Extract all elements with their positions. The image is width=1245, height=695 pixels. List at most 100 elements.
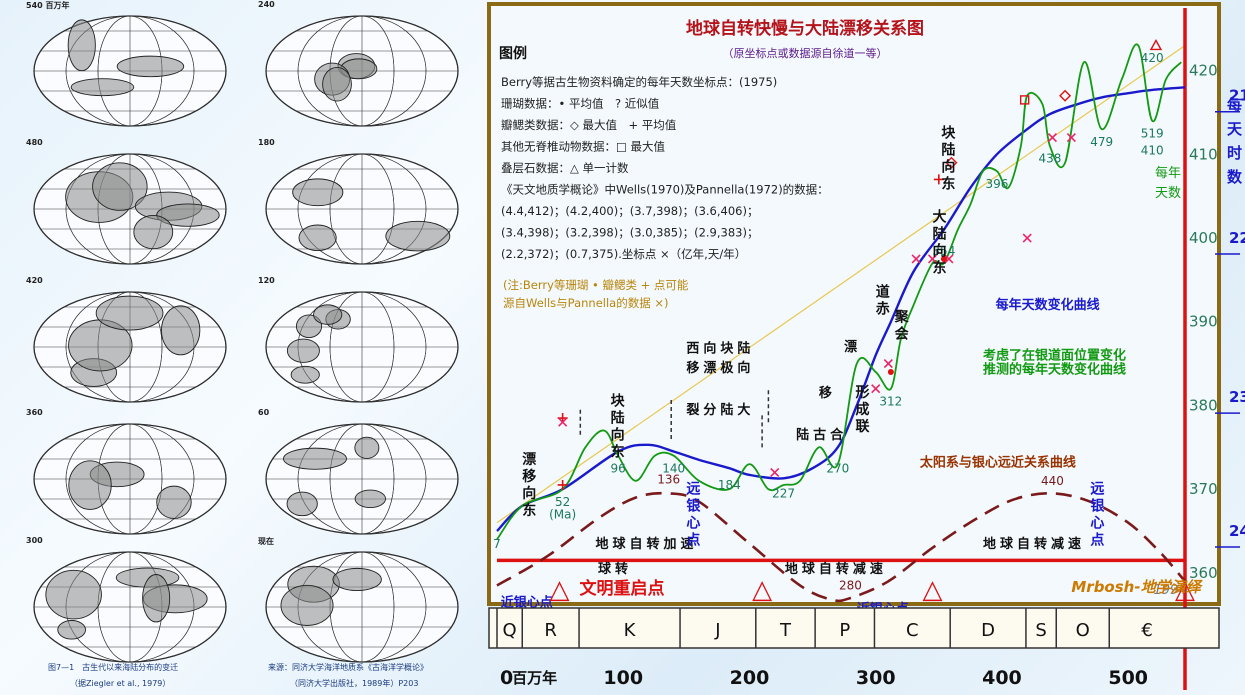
point-label: 136	[657, 472, 680, 486]
chart-vertical-char: 漂	[522, 452, 536, 468]
x-tick-label: 200	[730, 667, 770, 689]
chart-vertical-char: 赤	[876, 302, 890, 318]
point-label: 420	[1141, 51, 1164, 65]
chart-vertical-char: 块	[611, 393, 626, 409]
chart-vertical-char: 银	[1090, 497, 1105, 514]
y-tick-label: 390	[1189, 313, 1218, 331]
chart-vertical-char: 银	[686, 497, 701, 514]
paleo-map-8: 300	[26, 536, 230, 666]
y-tick-label: 370	[1189, 480, 1218, 498]
x-tick-label: 300	[856, 667, 896, 689]
paleo-maps-panel: 540 百万年 240 480 180 420 120 360 60 300 现在	[0, 0, 485, 695]
marker-dot	[887, 368, 894, 375]
y-left-label: 每年	[1155, 165, 1181, 181]
chart-phrase: 球转	[598, 561, 632, 577]
chart-vertical-char: 点	[1090, 531, 1104, 548]
chart-phrase: 漂	[844, 339, 861, 355]
y-right-label-char: 数	[1227, 168, 1243, 186]
chart-vertical-char: 东	[522, 502, 536, 519]
period-label: C	[906, 620, 919, 641]
chart-phrase: 移漂极向	[686, 360, 754, 376]
chart-vertical-char: 联	[856, 419, 871, 435]
marker-x	[1066, 133, 1076, 143]
civilization-restart-triangle: △	[1175, 575, 1195, 605]
period-label: O	[1076, 620, 1090, 641]
chart-phrase: 移	[819, 385, 836, 401]
green-days-curve	[496, 43, 1182, 540]
point-label: 410	[1141, 143, 1164, 157]
point-label: 140	[662, 461, 685, 475]
chart-vertical-char: 点	[686, 531, 700, 548]
chart-subtitle: （原坐标点或数据源自徐道一等）	[723, 46, 888, 60]
y-right-tick-label: 24	[1229, 522, 1245, 540]
legend-line: 其他无脊椎动物数据：□ 最大值	[501, 140, 666, 154]
point-label: 396	[985, 177, 1008, 191]
galactic-distance-curve	[496, 491, 1186, 603]
marker-x	[911, 254, 921, 264]
world-map-graphic	[33, 423, 227, 535]
paleo-map-9: 现在	[258, 537, 462, 666]
point-label: 479	[1090, 135, 1113, 149]
chart-vertical-char: 东	[941, 176, 955, 193]
world-map-graphic	[265, 291, 459, 403]
point-label: 270	[826, 461, 849, 475]
point-label: 227	[772, 487, 795, 501]
chart-phrase: 推测的每年天数变化曲线	[983, 362, 1126, 378]
paleo-map-label: 540 百万年	[26, 1, 70, 10]
marker-plus	[933, 174, 944, 185]
civilization-restart-triangle: △	[923, 575, 943, 605]
maps-caption-left: 图7—1 古生代以来海陆分布的变迁	[48, 663, 179, 672]
chart-vertical-char: 聚	[894, 310, 910, 326]
chart-phrase: 每年天数变化曲线	[996, 297, 1100, 313]
paleo-map-3: 180	[258, 138, 462, 268]
point-label: 519	[1141, 127, 1164, 141]
legend-note: (注:Berry等珊瑚 • 瓣鳃类 + 点可能	[503, 278, 689, 292]
chart-vertical-char: 向	[611, 426, 625, 443]
point-label: (Ma)	[549, 507, 576, 521]
y-tick-label: 380	[1189, 396, 1218, 414]
maps-caption-left-sub: （据Ziegler et al., 1979）	[70, 679, 171, 688]
chart-vertical-char: 形	[856, 384, 870, 401]
legend-line: 瓣鳃类数据：◇ 最大值 + 平均值	[501, 118, 677, 132]
chart-vertical-char: 向	[933, 242, 947, 259]
chart-vertical-char: 心	[1090, 515, 1104, 531]
period-bar	[488, 607, 1220, 649]
paleo-map-4: 420	[26, 276, 230, 406]
marker-diamond	[945, 156, 958, 169]
paleo-map-0: 540 百万年	[26, 1, 230, 130]
chart-vertical-char: 陆	[611, 410, 625, 426]
x-axis-label: 百万年	[512, 669, 557, 687]
earth-rotation-chart: 地球自转快慢与大陆漂移关系图 （原坐标点或数据源自徐道一等） 图例 Berry等据古生…	[487, 2, 1245, 690]
chart-phrase: 考虑了在银道面位置变化	[983, 347, 1126, 363]
y-tick-label: 420	[1189, 62, 1218, 80]
chart-phrase: 地球自转减速	[983, 536, 1085, 552]
paleo-map-2: 480	[26, 138, 230, 268]
chart-vertical-char: 大	[933, 208, 947, 225]
paleo-map-6: 360	[26, 408, 230, 538]
y-right-label-char: 天	[1227, 120, 1243, 138]
maps-caption-right-sub: （同济大学出版社，1989年）P203	[290, 679, 419, 688]
period-label: R	[544, 620, 557, 641]
period-label: P	[839, 620, 850, 641]
legend-line: Berry等据古生物资料确定的每年天数坐标点：(1975)	[501, 75, 777, 89]
period-label: €	[1141, 620, 1152, 641]
marker-x	[871, 384, 881, 394]
legend-line: (4.4,412)；(4.2,400)；(3.7,398)；(3.6,406)；	[501, 204, 758, 218]
period-label: Q	[503, 620, 517, 641]
chart-vertical-char: 块	[941, 126, 956, 142]
chart-vertical-char: 会	[895, 326, 910, 343]
legend-heading: 图例	[499, 45, 527, 62]
chart-title: 地球自转快慢与大陆漂移关系图	[686, 18, 924, 39]
marker-x	[1047, 133, 1058, 143]
chart-vertical-char: 成	[856, 401, 870, 418]
chart-phrase: 地球自转减速	[785, 561, 887, 577]
point-label: 354	[932, 244, 955, 258]
maps-caption-right: 来源：同济大学海洋地质系《古海洋学概论》	[268, 663, 428, 672]
marker-x	[927, 254, 938, 264]
chart-vertical-char: 东	[611, 443, 625, 460]
y-tick-label: 360	[1189, 564, 1218, 582]
marker-x	[883, 359, 893, 369]
point-label: 438	[1038, 152, 1061, 166]
chart-vertical-char: 道	[876, 284, 890, 301]
paleo-map-label: 480	[26, 138, 43, 147]
